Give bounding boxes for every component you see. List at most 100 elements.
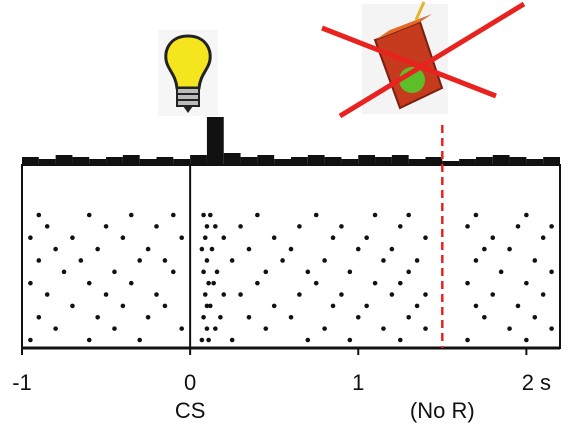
histogram-bar bbox=[526, 159, 544, 165]
histogram-bar bbox=[509, 157, 527, 165]
spike bbox=[53, 246, 58, 252]
histogram-bar bbox=[190, 155, 207, 165]
spike bbox=[171, 269, 176, 275]
spike bbox=[36, 258, 42, 263]
spike bbox=[473, 258, 479, 263]
spike bbox=[364, 303, 369, 309]
spike bbox=[44, 224, 50, 229]
spike bbox=[355, 246, 361, 252]
spike bbox=[423, 326, 428, 331]
spike bbox=[70, 303, 75, 309]
spike bbox=[28, 235, 33, 241]
histogram-bar bbox=[122, 155, 140, 165]
spike bbox=[465, 280, 470, 286]
spike bbox=[271, 303, 277, 309]
histogram-bar bbox=[408, 159, 426, 165]
spike bbox=[540, 292, 546, 297]
histogram-bar bbox=[223, 153, 241, 165]
spike bbox=[199, 246, 205, 252]
spike bbox=[86, 212, 92, 218]
spike bbox=[490, 235, 496, 241]
spike bbox=[208, 212, 213, 218]
spike bbox=[507, 246, 512, 252]
spike bbox=[297, 224, 302, 229]
spike bbox=[305, 337, 311, 343]
histogram-bar bbox=[55, 155, 73, 165]
spike bbox=[246, 246, 252, 252]
spike bbox=[297, 292, 302, 297]
spike bbox=[490, 292, 496, 297]
spike bbox=[211, 280, 216, 286]
histogram-bar bbox=[324, 157, 342, 165]
spike bbox=[305, 269, 311, 275]
spike bbox=[112, 269, 117, 275]
spike bbox=[86, 280, 92, 286]
spike bbox=[201, 314, 206, 320]
spike bbox=[498, 269, 504, 275]
histogram-bar bbox=[291, 157, 308, 165]
spike bbox=[154, 292, 159, 297]
spike bbox=[280, 258, 285, 263]
juice-icon bbox=[321, 1, 526, 119]
histogram-bar bbox=[492, 155, 510, 165]
spike bbox=[103, 224, 109, 229]
spike bbox=[288, 314, 294, 320]
spike bbox=[171, 212, 176, 218]
spike bbox=[255, 280, 260, 286]
spike bbox=[86, 337, 92, 343]
spike bbox=[201, 269, 206, 275]
spike bbox=[524, 337, 529, 343]
spike bbox=[397, 337, 403, 343]
histogram-bar bbox=[274, 159, 291, 165]
spike bbox=[473, 303, 479, 309]
spike bbox=[204, 303, 210, 309]
histogram-bar bbox=[459, 159, 476, 165]
spike bbox=[120, 235, 126, 241]
spike bbox=[524, 280, 529, 286]
histogram-bar bbox=[543, 157, 560, 165]
spike bbox=[95, 246, 100, 252]
spike bbox=[330, 303, 336, 309]
spike bbox=[137, 337, 142, 343]
histogram-bar bbox=[358, 155, 376, 165]
spike bbox=[145, 314, 151, 320]
spike bbox=[524, 212, 529, 218]
histogram-bar bbox=[475, 157, 493, 165]
histogram-bar bbox=[72, 157, 90, 165]
light-bulb-icon bbox=[158, 30, 218, 116]
raster-frame bbox=[21, 164, 561, 349]
spike bbox=[53, 326, 58, 331]
cross-line bbox=[321, 25, 497, 99]
spike bbox=[313, 280, 319, 286]
spike bbox=[162, 303, 168, 309]
spike bbox=[263, 326, 269, 331]
event-label: CS bbox=[175, 398, 206, 423]
spike bbox=[423, 292, 428, 297]
spike bbox=[145, 246, 151, 252]
histogram-bar bbox=[106, 157, 123, 165]
histogram-bar bbox=[425, 157, 443, 165]
spike bbox=[120, 303, 126, 309]
spike bbox=[255, 212, 260, 218]
spike bbox=[271, 235, 277, 241]
spike bbox=[112, 326, 117, 331]
spike bbox=[179, 326, 185, 331]
histogram-bar bbox=[442, 161, 460, 165]
spike bbox=[347, 269, 353, 275]
spike bbox=[540, 235, 546, 241]
spike bbox=[263, 269, 269, 275]
bulb-base bbox=[176, 87, 200, 107]
spike bbox=[246, 314, 252, 320]
histogram-bar bbox=[38, 159, 56, 165]
bulb-tip bbox=[183, 106, 193, 113]
spike bbox=[339, 292, 344, 297]
histogram-bar bbox=[240, 157, 258, 165]
spike bbox=[414, 303, 420, 309]
juice-box-top bbox=[375, 14, 432, 40]
spike bbox=[78, 258, 84, 263]
spike bbox=[482, 246, 487, 252]
histogram-bar bbox=[139, 159, 157, 165]
spike bbox=[28, 337, 33, 343]
x-tick-label: -1 bbox=[12, 370, 32, 395]
spike bbox=[330, 235, 336, 241]
